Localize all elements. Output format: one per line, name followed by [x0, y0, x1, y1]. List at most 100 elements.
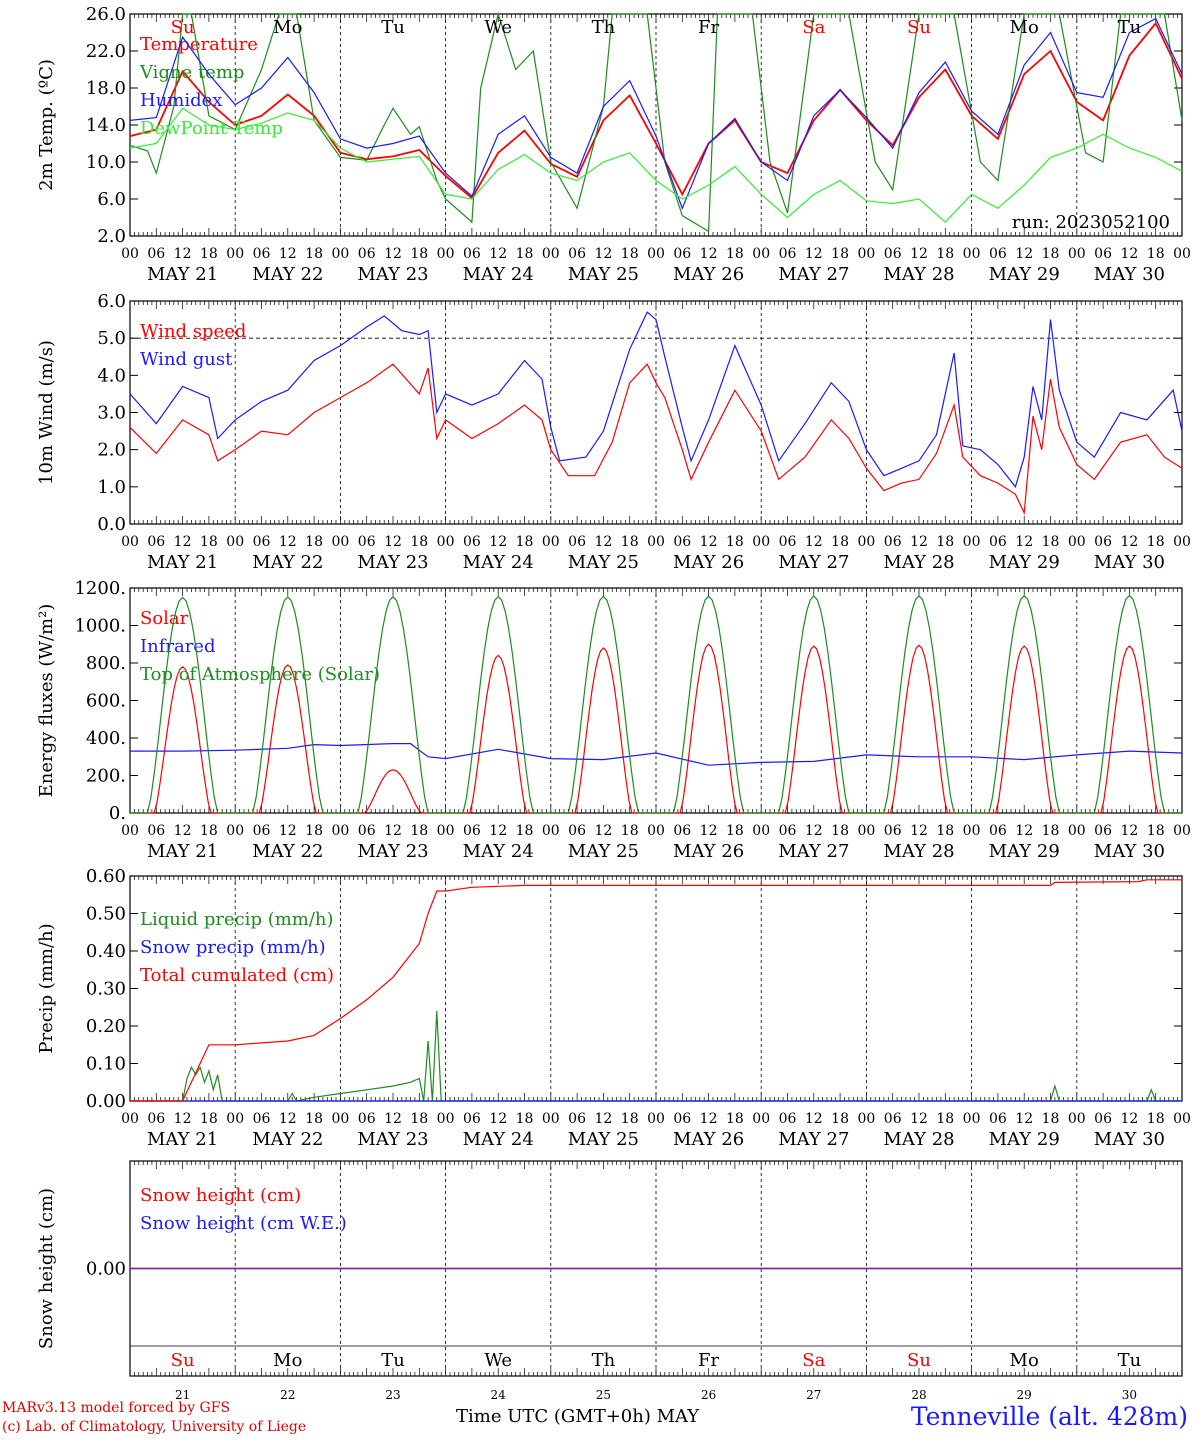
hour-label: 18 — [200, 1111, 218, 1127]
legend-1: Liquid precip (mm/h) — [140, 909, 334, 930]
legend-1: Snow height (cm) — [140, 1185, 301, 1206]
hour-label: 06 — [568, 1111, 586, 1127]
panel-5: 0.00 Snow height (cm) Snow height (cm) Snow… — [36, 1160, 1183, 1402]
hour-label: 18 — [516, 534, 534, 550]
hour-label: 00 — [226, 1111, 244, 1127]
legend-1: Wind speed — [140, 321, 246, 342]
strip-day-name: Fr — [698, 1350, 719, 1371]
hour-label: 18 — [410, 246, 428, 262]
hour-label: 12 — [384, 1111, 402, 1127]
hour-label: 00 — [542, 246, 560, 262]
hour-label: 06 — [779, 823, 797, 839]
hour-label: 00 — [331, 534, 349, 550]
hour-label: 18 — [936, 1111, 954, 1127]
hour-label: 12 — [489, 1111, 507, 1127]
hour-label: 00 — [226, 823, 244, 839]
strip-day-number: 28 — [911, 1388, 926, 1402]
hour-label: 12 — [1120, 1111, 1138, 1127]
date-label: MAY 27 — [778, 264, 849, 285]
y-tick-label: 2.0 — [97, 440, 126, 461]
date-label: MAY 30 — [1094, 552, 1165, 573]
strip-day-name: Su — [171, 1350, 195, 1371]
hour-label: 12 — [594, 823, 612, 839]
hour-label: 06 — [673, 246, 691, 262]
hour-label: 06 — [358, 246, 376, 262]
lab-credit: (c) Lab. of Climatology, University of L… — [2, 1419, 307, 1435]
hour-label: 18 — [1042, 534, 1060, 550]
hour-label: 00 — [752, 823, 770, 839]
legend-2: Vigne temp — [139, 62, 244, 83]
y-tick-label: 200. — [86, 766, 126, 787]
hour-ticks — [129, 588, 1183, 813]
hour-label: 06 — [989, 1111, 1007, 1127]
date-label: MAY 25 — [568, 1129, 639, 1150]
date-label: MAY 26 — [673, 264, 744, 285]
hour-label: 00 — [121, 534, 139, 550]
y-tick-label: 3.0 — [97, 403, 126, 424]
day-name: Sa — [802, 17, 825, 38]
hour-label: 12 — [805, 534, 823, 550]
strip-day-number: 30 — [1122, 1388, 1137, 1402]
hour-label: 06 — [989, 823, 1007, 839]
date-label: MAY 27 — [778, 552, 849, 573]
hour-label: 18 — [516, 823, 534, 839]
hour-label: 12 — [489, 246, 507, 262]
strip-day-name: Tu — [381, 1350, 405, 1371]
hour-label: 00 — [647, 823, 665, 839]
hour-label: 18 — [936, 823, 954, 839]
strip-day-name: Su — [907, 1350, 931, 1371]
hour-label: 18 — [1147, 823, 1165, 839]
day-name: Th — [592, 17, 616, 38]
hour-label: 06 — [463, 823, 481, 839]
hour-label: 12 — [489, 823, 507, 839]
date-label: MAY 26 — [673, 552, 744, 573]
date-label: MAY 30 — [1094, 841, 1165, 862]
hour-label: 12 — [1015, 1111, 1033, 1127]
hour-label: 06 — [779, 246, 797, 262]
time-axis-title: Time UTC (GMT+0h) MAY — [456, 1406, 699, 1427]
hour-label: 12 — [279, 534, 297, 550]
hour-ticks — [129, 1161, 1183, 1376]
date-label: MAY 30 — [1094, 264, 1165, 285]
hour-label: 06 — [884, 534, 902, 550]
hour-label: 18 — [936, 246, 954, 262]
y-tick-label: 400. — [86, 728, 126, 749]
hour-label: 00 — [752, 534, 770, 550]
y-tick-label: 0.00 — [86, 1091, 126, 1112]
hour-label: 12 — [594, 246, 612, 262]
date-label: MAY 25 — [568, 552, 639, 573]
strip-day-name: Mo — [273, 1350, 302, 1371]
time-axis-label: Time UTC (GMT+0h) — [456, 1406, 651, 1427]
date-label: MAY 21 — [147, 1129, 218, 1150]
hour-label: 06 — [1094, 534, 1112, 550]
hour-label: 18 — [621, 534, 639, 550]
strip-day-number: 23 — [385, 1388, 400, 1402]
date-label: MAY 25 — [568, 841, 639, 862]
date-label: MAY 26 — [673, 1129, 744, 1150]
date-label: MAY 24 — [463, 552, 534, 573]
y-tick-label: 6.0 — [97, 291, 126, 312]
strip-day-name: Sa — [802, 1350, 825, 1371]
hour-label: 18 — [305, 246, 323, 262]
series-line-1 — [129, 21, 1183, 200]
strip-day-number: 29 — [1017, 1388, 1032, 1402]
hour-label: 06 — [568, 534, 586, 550]
hour-label: 18 — [305, 823, 323, 839]
y-tick-label: 0.00 — [86, 1259, 126, 1280]
hour-label: 06 — [253, 534, 271, 550]
strip-day-number: 27 — [806, 1388, 821, 1402]
hour-label: 06 — [884, 246, 902, 262]
hour-label: 12 — [1120, 534, 1138, 550]
date-label: MAY 29 — [989, 1129, 1060, 1150]
y-tick-label: 0.10 — [86, 1054, 126, 1075]
run-annotation: run: 2023052100 — [1012, 212, 1170, 233]
hour-label: 00 — [1068, 534, 1086, 550]
y-axis-label: 2m Temp. (ºC) — [36, 59, 57, 191]
hour-label: 00 — [331, 1111, 349, 1127]
date-label: MAY 23 — [357, 1129, 428, 1150]
hour-label: 12 — [279, 823, 297, 839]
hour-ticks — [129, 14, 1183, 236]
hour-label: 06 — [1094, 246, 1112, 262]
hour-label: 06 — [253, 1111, 271, 1127]
date-label: MAY 24 — [463, 1129, 534, 1150]
